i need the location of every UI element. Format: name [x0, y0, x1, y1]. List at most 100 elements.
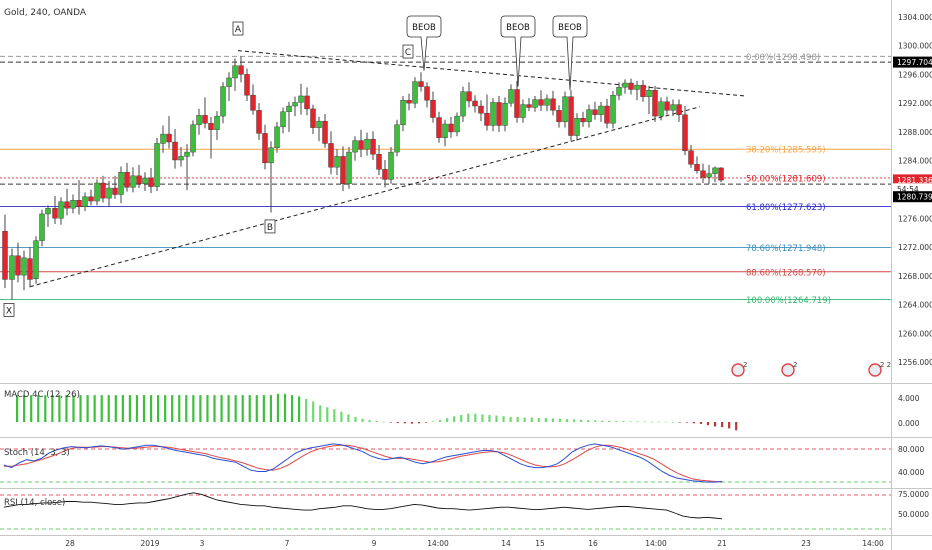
- price-tick-label: 1288.000: [898, 128, 932, 137]
- macd-bar: [728, 422, 731, 429]
- stochastic-lines: [3, 443, 723, 483]
- time-tick-label: 2019: [140, 539, 159, 548]
- price-marker-last: [893, 174, 932, 186]
- macd-bar: [298, 396, 301, 422]
- macd-bar: [185, 395, 188, 422]
- beob-callout-box: [500, 15, 536, 87]
- macd-bar: [692, 422, 695, 424]
- candle-down: [15, 255, 21, 276]
- macd-bar: [255, 395, 258, 422]
- candle-up: [334, 156, 340, 168]
- candle-down: [472, 100, 478, 107]
- macd-bar: [121, 395, 124, 422]
- macd-tick-zero: 0.000: [898, 419, 920, 428]
- macd-bar: [283, 393, 287, 422]
- macd-tick-upper: 4.000: [898, 394, 920, 403]
- macd-bar: [100, 395, 103, 422]
- macd-bar: [16, 395, 19, 422]
- time-tick-label: 21: [717, 539, 727, 548]
- candle-up: [106, 187, 112, 199]
- macd-bar: [713, 422, 717, 427]
- event-count-badge: 2: [743, 361, 747, 369]
- candle-down: [700, 170, 706, 178]
- candle-up: [352, 140, 358, 153]
- macd-title: MACD 4C (12, 26): [4, 390, 80, 400]
- macd-bar: [481, 414, 484, 422]
- candle-up: [544, 98, 550, 106]
- candle-up: [622, 82, 628, 88]
- candle-up: [502, 102, 508, 126]
- price-marker-text: 1280.739: [897, 193, 932, 202]
- candle-up: [154, 143, 160, 187]
- macd-bar: [615, 421, 618, 422]
- time-axis[interactable]: 28 2019 3 7 9 14:00 14 15 16 14:00 21 23 14:00: [65, 539, 884, 548]
- trend-line: [29, 106, 701, 288]
- macd-bar: [86, 395, 89, 422]
- candle-down: [718, 167, 724, 181]
- price-tick-label: 1256.000: [898, 358, 932, 367]
- price-tick-label: 1284.000: [898, 157, 932, 166]
- fib-level-label: 0.00%(1298.498): [746, 53, 820, 63]
- candle-up: [292, 102, 298, 107]
- price-tick-label: 1300.000: [898, 42, 932, 51]
- point-label-box: [402, 44, 414, 59]
- macd-bar: [93, 395, 96, 422]
- stoch-title: Stoch (14, 3, 3): [4, 448, 70, 458]
- candle-up: [706, 173, 712, 178]
- candle-down: [250, 95, 256, 111]
- point-label-c: C: [405, 48, 411, 58]
- macd-bar: [326, 407, 329, 422]
- macd-bar: [79, 395, 82, 422]
- macd-bar: [276, 393, 280, 422]
- candle-up: [394, 124, 400, 153]
- candle-up: [220, 86, 226, 117]
- candle-up: [298, 95, 304, 103]
- candle-up: [286, 105, 292, 112]
- price-marker-text: 1297.704: [897, 58, 932, 67]
- rsi-title: RSI (14, close): [4, 498, 65, 508]
- macd-bar: [269, 395, 272, 422]
- time-tick-label: 14:00: [427, 539, 449, 548]
- macd-bar: [142, 395, 146, 422]
- macd-bar: [30, 395, 33, 422]
- candle-up: [82, 196, 88, 207]
- macd-bar: [44, 395, 47, 422]
- time-tick-label: 28: [65, 539, 75, 548]
- price-tick-label: 1264.000: [898, 301, 932, 310]
- candle-up: [160, 133, 166, 144]
- candle-down: [628, 82, 634, 90]
- candle-down: [262, 133, 268, 164]
- macd-bar: [685, 422, 688, 423]
- candle-down: [484, 113, 490, 126]
- economic-event-icons[interactable]: 2 2 2 2: [731, 361, 891, 377]
- candle-up: [346, 151, 352, 184]
- candle-down: [322, 120, 328, 144]
- candle-up: [520, 104, 526, 118]
- candle-up: [39, 213, 45, 241]
- candle-down: [466, 91, 472, 102]
- beob-callout-text: BEOB: [558, 23, 582, 33]
- macd-bar: [544, 418, 547, 422]
- candle-down: [112, 187, 118, 195]
- candle-down: [478, 105, 484, 114]
- candle-up: [712, 167, 718, 174]
- candle-up: [442, 123, 448, 138]
- candle-down: [208, 123, 214, 130]
- flag-us-icon: [781, 363, 795, 377]
- candle-up: [45, 208, 51, 215]
- macd-bar: [37, 395, 40, 422]
- candle-down: [304, 95, 310, 110]
- price-axis[interactable]: 1304.000 1300.000 1296.000 1292.000 1288.000…: [898, 13, 932, 367]
- candle-down: [148, 177, 154, 187]
- macd-bar: [23, 395, 26, 422]
- macd-bar: [572, 419, 576, 422]
- candle-up: [94, 182, 100, 202]
- macd-bar: [650, 421, 653, 423]
- macd-bar: [410, 422, 413, 424]
- candle-up: [280, 111, 286, 128]
- macd-bar: [65, 395, 68, 422]
- candle-up: [658, 101, 664, 117]
- candle-up: [190, 124, 196, 153]
- trend-lines[interactable]: [29, 50, 746, 288]
